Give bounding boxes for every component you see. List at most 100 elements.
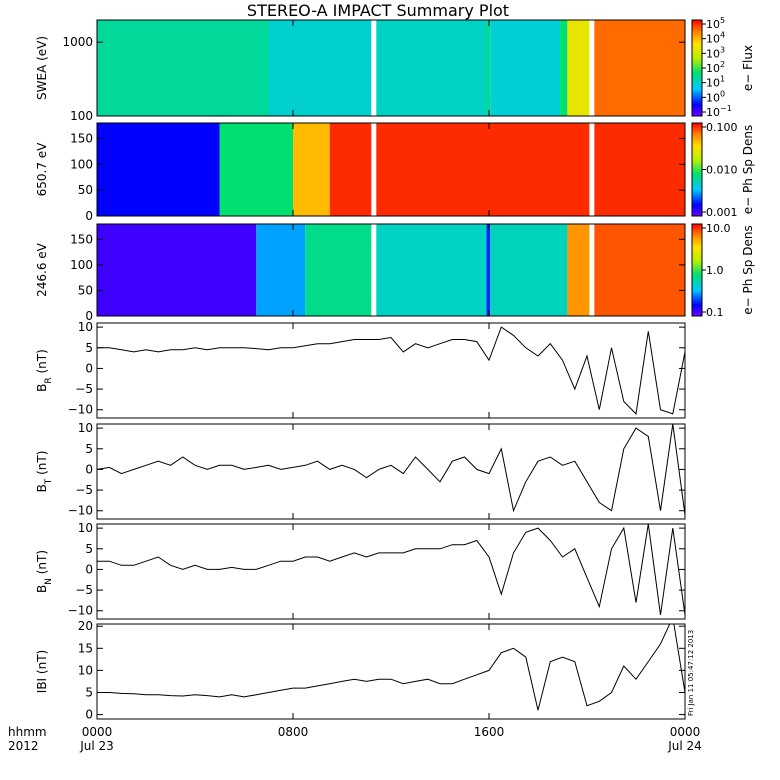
colorbar-tick-exp: 2 xyxy=(720,60,725,69)
y-axis-label-main: B xyxy=(35,585,49,593)
panel-2: 10.0 1.0 0.1 e− Ph Sp Dens 0 50 100 150 246.6 eV xyxy=(35,222,755,323)
heatmap-region xyxy=(589,224,595,316)
y-axis-label-unit: (nT) xyxy=(35,451,49,479)
y-tick-label: 150 xyxy=(70,132,93,146)
heatmap-region xyxy=(490,20,561,116)
series-line xyxy=(97,424,685,515)
time-axis-label: hhmm xyxy=(8,725,47,739)
y-tick-label: 0 xyxy=(85,708,93,722)
heatmap-region xyxy=(376,123,590,216)
y-axis-label-unit: (nT) xyxy=(35,349,49,377)
colorbar-tick-label: 103 xyxy=(706,45,725,60)
panel-frame xyxy=(96,223,686,317)
series-line xyxy=(97,624,685,711)
y-tick-label: 0 xyxy=(85,462,93,476)
heatmap-region xyxy=(219,123,293,216)
colorbar-tick-exp: 1 xyxy=(720,75,725,84)
colorbar-tick-label: 0.001 xyxy=(706,206,738,219)
panel-5: 10 5 0 −5 −10 BN (nT) xyxy=(35,521,686,620)
heatmap-region xyxy=(97,123,220,216)
colorbar-label: e− Ph Sp Dens xyxy=(741,225,755,314)
series-line xyxy=(97,524,685,615)
colorbar-tick-base: 10 xyxy=(706,33,720,46)
time-axis-year: 2012 xyxy=(8,739,39,753)
y-tick-label: 50 xyxy=(78,283,93,297)
y-axis-label: BR (nT) xyxy=(35,349,54,392)
colorbar-tick-base: 10 xyxy=(706,91,720,104)
series-line xyxy=(97,326,685,415)
y-axis-label: 246.6 eV xyxy=(35,242,49,297)
time-tick-date: Jul 24 xyxy=(667,739,702,753)
colorbar-tick-exp: 3 xyxy=(720,45,725,54)
heatmap-region xyxy=(97,224,257,316)
y-axis-label-sub: R xyxy=(44,377,54,383)
heatmap-region xyxy=(329,123,372,216)
heatmap-region xyxy=(371,123,377,216)
colorbar-tick-label: 1.0 xyxy=(706,264,724,277)
colorbar-label: e− Ph Sp Dens xyxy=(741,125,755,214)
y-tick-label: 100 xyxy=(70,258,93,272)
y-tick-label: 0 xyxy=(85,309,93,323)
panel-3: 10 5 0 −5 −10 BR (nT) xyxy=(35,320,686,419)
y-axis-label-main: B xyxy=(35,384,49,392)
panel-4: 10 5 0 −5 −10 BT (nT) xyxy=(35,421,686,520)
y-tick-label: 10 xyxy=(78,320,93,334)
colorbar-tick-label: 101 xyxy=(706,75,725,90)
heatmap-region xyxy=(376,20,487,116)
colorbar-tick-label: 104 xyxy=(706,31,725,46)
y-axis-label-unit: (nT) xyxy=(35,550,49,578)
panel-frame xyxy=(96,523,686,620)
colorbar-tick-label: 10−1 xyxy=(706,104,732,119)
heatmap-region xyxy=(371,20,377,116)
y-tick-label: 50 xyxy=(78,183,93,197)
y-tick-label: 5 xyxy=(85,542,93,556)
y-tick-label: 1000 xyxy=(62,35,93,49)
colorbar-tick-base: 10 xyxy=(706,18,720,31)
panel-frame xyxy=(96,19,686,117)
time-tick-label: 0000 xyxy=(82,725,113,739)
panel-frame xyxy=(96,623,686,720)
heatmap-region xyxy=(486,224,491,316)
heatmap-region xyxy=(268,20,372,116)
y-axis-label-main: B xyxy=(35,484,49,492)
y-tick-label: 0 xyxy=(85,361,93,375)
y-axis-label: BN (nT) xyxy=(35,550,54,593)
heatmap-region xyxy=(560,20,568,116)
heatmap-region xyxy=(594,20,685,116)
panel-frame xyxy=(96,423,686,520)
heatmap-region xyxy=(486,20,491,116)
y-tick-label: −5 xyxy=(75,382,93,396)
y-tick-label: 10 xyxy=(78,421,93,435)
colorbar-tick-exp: 5 xyxy=(720,16,725,25)
y-axis-label: SWEA (eV) xyxy=(35,36,49,100)
y-tick-label: 0 xyxy=(85,209,93,223)
y-tick-label: 150 xyxy=(70,232,93,246)
heatmap-region xyxy=(97,20,269,116)
y-tick-label: 15 xyxy=(78,641,93,655)
y-axis-label-unit: (nT) xyxy=(35,650,49,678)
y-tick-label: 5 xyxy=(85,442,93,456)
time-tick-label: 0800 xyxy=(278,725,309,739)
colorbar-tick-exp: −1 xyxy=(720,104,732,113)
y-tick-label: 100 xyxy=(70,157,93,171)
heatmap-region xyxy=(376,224,487,316)
heatmap-region xyxy=(589,123,595,216)
y-axis-label-sub: T xyxy=(44,478,54,485)
colorbar xyxy=(691,122,703,217)
colorbar-tick-label: 0.010 xyxy=(706,164,738,177)
y-axis-label: 650.7 eV xyxy=(35,142,49,197)
colorbar-tick-label: 100 xyxy=(706,89,725,104)
heatmap-region xyxy=(567,20,590,116)
heatmap-region xyxy=(567,224,590,316)
colorbar xyxy=(691,19,703,117)
y-tick-label: −10 xyxy=(68,504,93,518)
colorbar-tick-exp: 4 xyxy=(720,31,725,40)
y-tick-label: −10 xyxy=(68,604,93,618)
colorbar-tick-label: 102 xyxy=(706,60,725,75)
y-axis-label: IBI (nT) xyxy=(35,650,49,693)
colorbar-tick-base: 10 xyxy=(706,106,720,119)
